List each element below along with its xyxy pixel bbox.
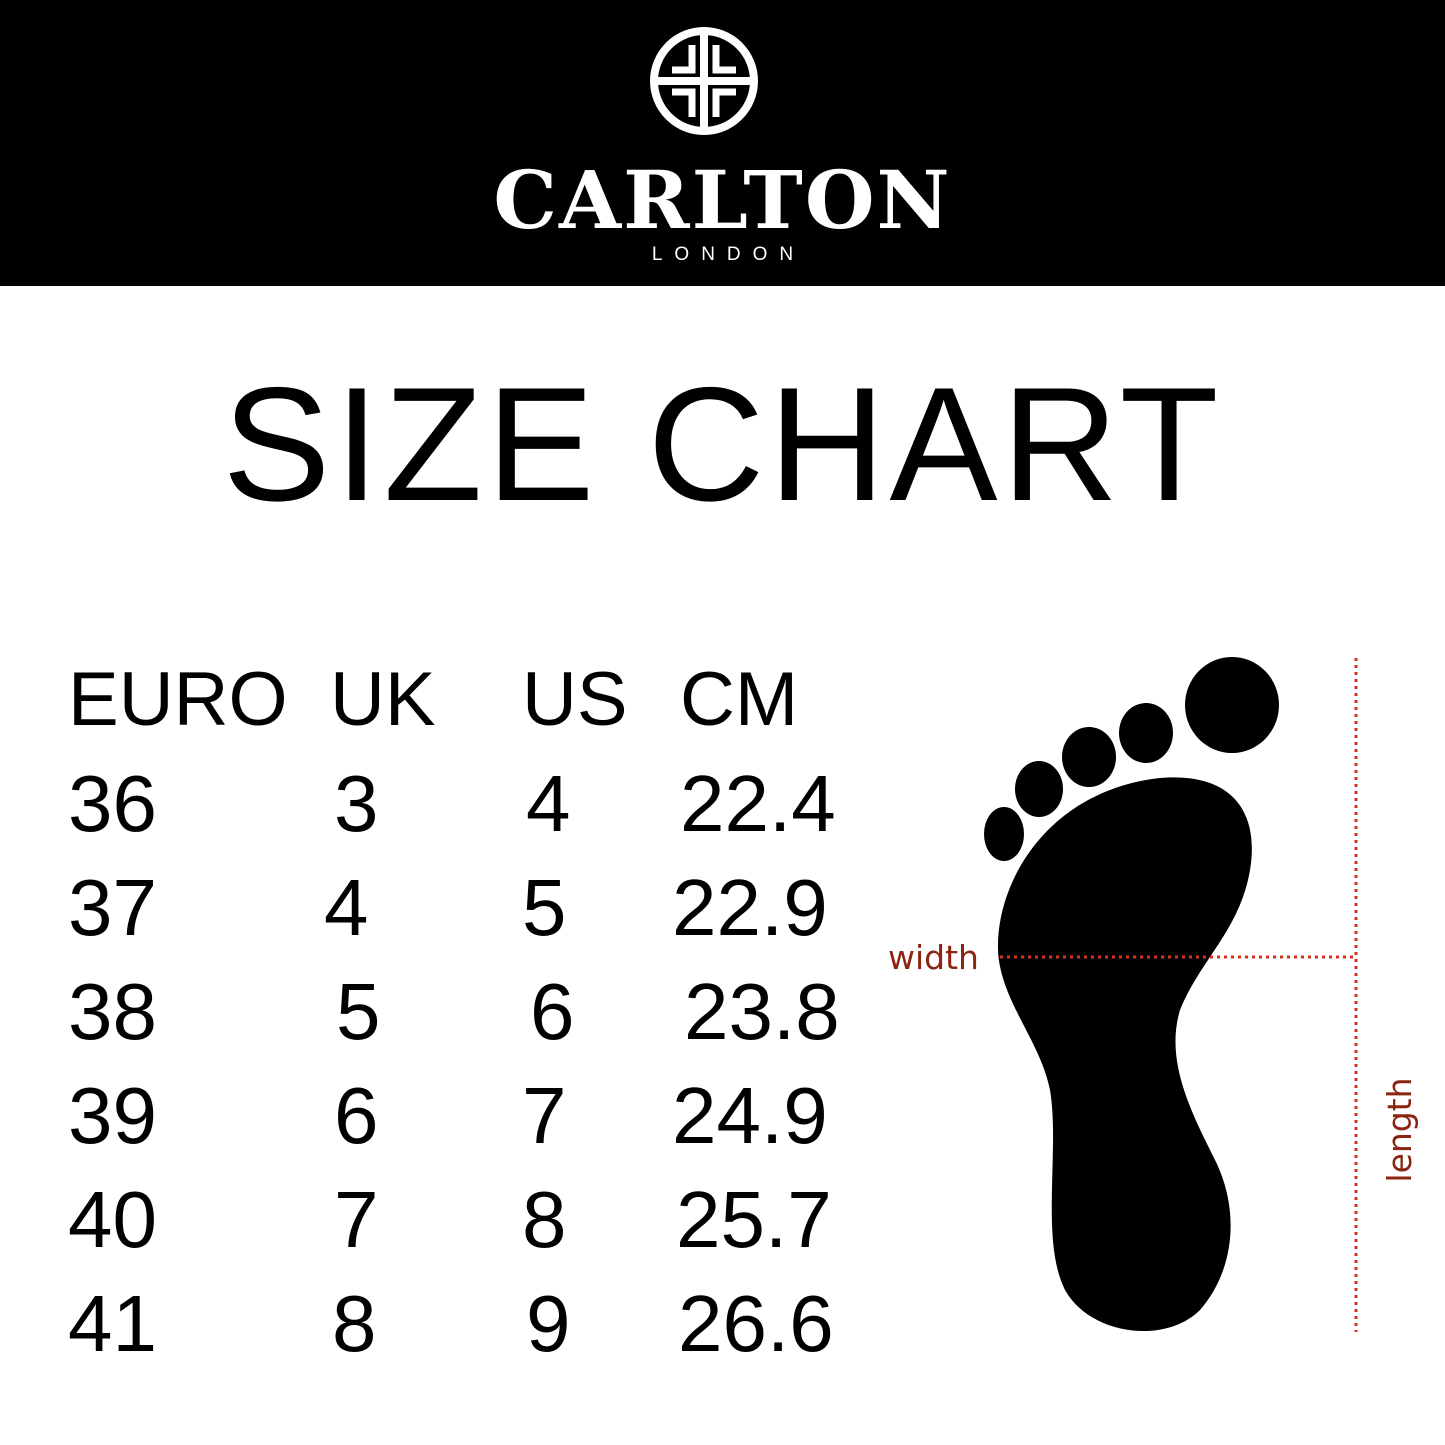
cell-cm: 22.4 bbox=[680, 759, 836, 848]
cell-uk: 7 bbox=[334, 1175, 379, 1264]
cell-cm: 22.9 bbox=[672, 863, 828, 952]
cell-us: 9 bbox=[526, 1279, 571, 1368]
cell-euro: 37 bbox=[68, 863, 157, 952]
cell-euro: 41 bbox=[68, 1279, 157, 1368]
carlton-crest-icon bbox=[650, 27, 758, 135]
header-euro: EURO bbox=[68, 657, 288, 742]
cell-us: 7 bbox=[522, 1071, 567, 1160]
cell-cm: 26.6 bbox=[678, 1279, 834, 1368]
cell-uk: 4 bbox=[324, 863, 369, 952]
page-title: SIZE CHART bbox=[222, 354, 1223, 535]
header-uk: UK bbox=[330, 657, 436, 742]
cell-euro: 38 bbox=[68, 967, 157, 1056]
foot-diagram bbox=[984, 657, 1358, 1332]
cell-euro: 39 bbox=[68, 1071, 157, 1160]
cell-us: 4 bbox=[526, 759, 571, 848]
brand-name: CARLTON bbox=[493, 153, 952, 247]
cell-cm: 25.7 bbox=[676, 1175, 832, 1264]
cell-us: 8 bbox=[522, 1175, 567, 1264]
cell-cm: 24.9 bbox=[672, 1071, 828, 1160]
cell-uk: 5 bbox=[336, 967, 381, 1056]
cell-euro: 40 bbox=[68, 1175, 157, 1264]
brand-subtitle: LONDON bbox=[651, 244, 806, 265]
header-us: US bbox=[522, 657, 628, 742]
cell-uk: 8 bbox=[332, 1279, 377, 1368]
length-label: length bbox=[1380, 1077, 1419, 1183]
cell-cm: 23.8 bbox=[684, 967, 840, 1056]
width-label: width bbox=[888, 938, 979, 977]
cell-us: 6 bbox=[530, 967, 575, 1056]
cell-euro: 36 bbox=[68, 759, 157, 848]
cell-uk: 3 bbox=[334, 759, 379, 848]
header-cm: CM bbox=[680, 657, 799, 742]
cell-us: 5 bbox=[522, 863, 567, 952]
cell-uk: 6 bbox=[334, 1071, 379, 1160]
foot-silhouette-icon bbox=[984, 657, 1279, 1332]
brand-header: CARLTON LONDON bbox=[0, 0, 1445, 286]
